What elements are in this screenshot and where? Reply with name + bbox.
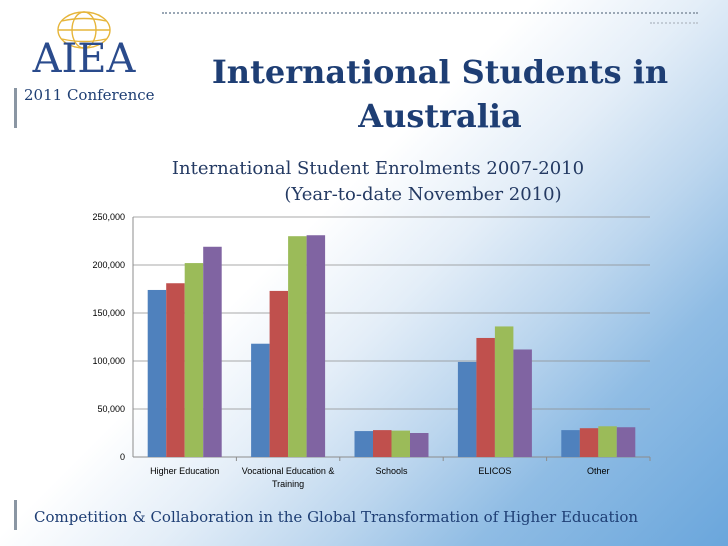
top-decorative-line <box>162 12 698 14</box>
globe-icon <box>57 11 111 49</box>
bar <box>306 235 326 457</box>
bar <box>616 427 636 457</box>
y-tick-label: 0 <box>120 452 125 462</box>
bar <box>579 428 599 457</box>
bar <box>598 426 617 457</box>
bar <box>251 343 270 457</box>
bar <box>166 283 185 457</box>
bar <box>410 433 429 457</box>
bar <box>513 349 532 457</box>
left-accent-bar-bottom <box>14 500 17 530</box>
bar <box>288 236 307 457</box>
top-decorative-line-short <box>650 22 698 24</box>
y-tick-label: 200,000 <box>92 260 125 270</box>
bar <box>494 326 514 457</box>
bar <box>476 337 495 457</box>
left-accent-bar <box>14 88 17 128</box>
slide-title-line1: International Students in <box>211 53 669 91</box>
x-tick-label: Higher Education <box>150 466 219 476</box>
bar <box>391 430 410 457</box>
bar <box>184 263 204 457</box>
x-tick-label: Vocational Education & <box>242 466 335 476</box>
bar <box>147 289 167 457</box>
y-tick-label: 150,000 <box>92 308 125 318</box>
x-tick-label: Other <box>587 466 610 476</box>
slide-title-line2: Australia <box>358 97 522 135</box>
x-tick-label: Schools <box>375 466 408 476</box>
chart-title: International Student Enrolments 2007-20… <box>171 158 585 179</box>
bar <box>354 431 373 457</box>
y-tick-label: 100,000 <box>92 356 125 366</box>
aiea-logo: AIEA <box>32 11 137 78</box>
bar <box>561 430 580 457</box>
y-tick-label: 250,000 <box>92 212 125 222</box>
bar <box>269 290 289 457</box>
x-tick-label: ELICOS <box>478 466 511 476</box>
chart-subtitle: (Year-to-date November 2010) <box>284 184 562 205</box>
bar <box>203 246 222 457</box>
bar <box>457 361 477 457</box>
conference-label: 2011 Conference <box>24 86 155 104</box>
logo-text: AIEA <box>32 36 137 78</box>
bar <box>373 430 392 457</box>
y-tick-label: 50,000 <box>97 404 125 414</box>
chart-title-block: International Student Enrolments 2007-20… <box>118 156 638 208</box>
x-tick-label: Training <box>272 479 304 489</box>
slide-title: International Students in Australia <box>190 50 690 138</box>
footer-tagline: Competition & Collaboration in the Globa… <box>34 508 639 526</box>
